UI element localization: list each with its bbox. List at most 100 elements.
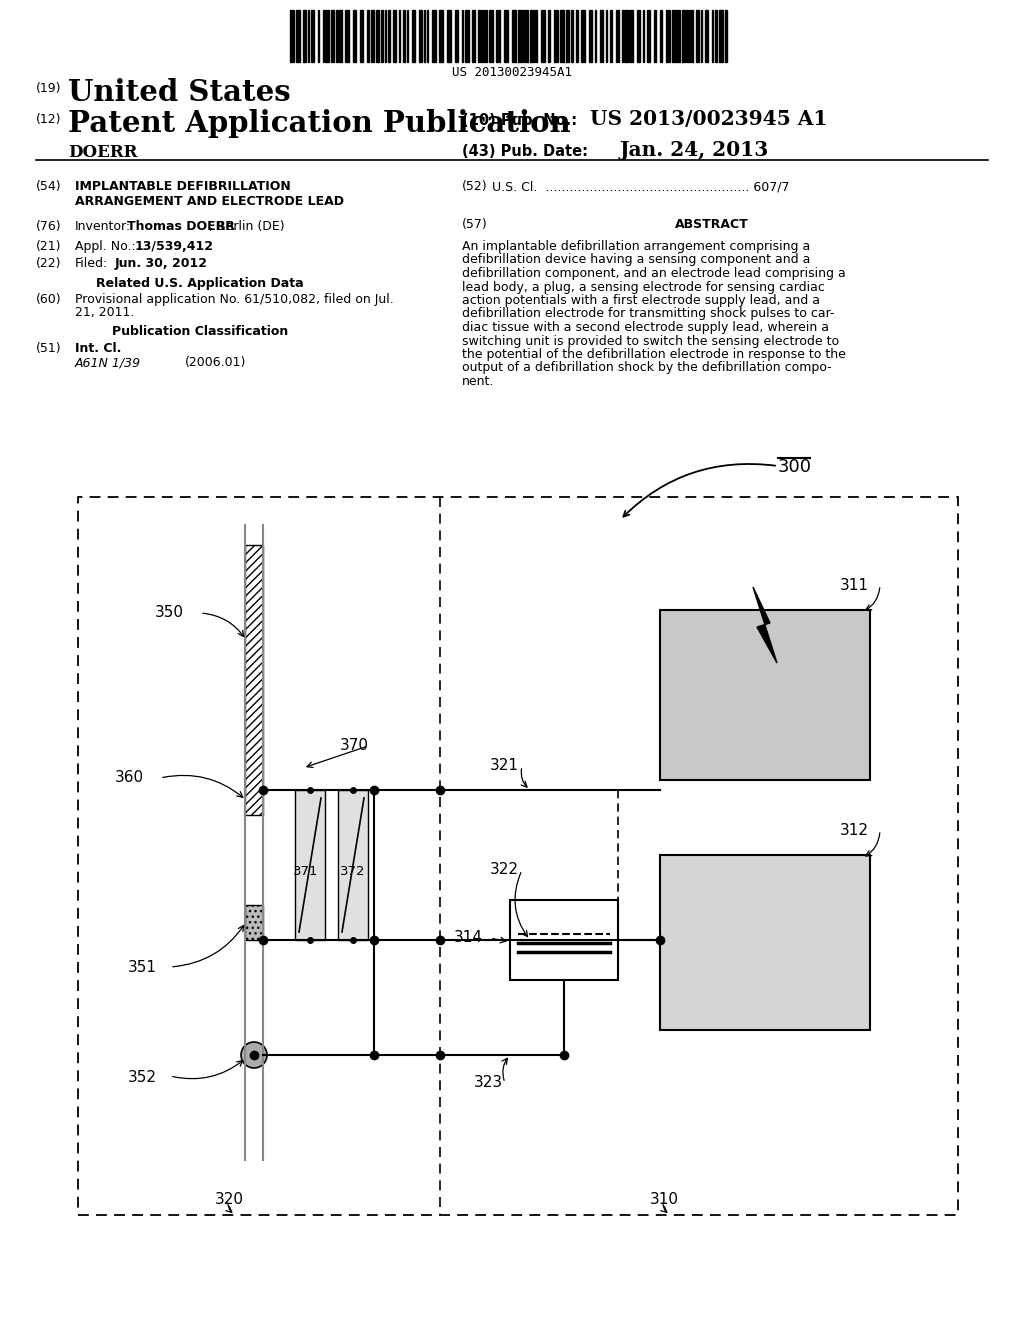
Text: 350: 350 xyxy=(155,605,184,620)
Bar xyxy=(295,789,325,940)
Text: Jan. 24, 2013: Jan. 24, 2013 xyxy=(620,140,769,160)
Bar xyxy=(296,11,300,62)
Text: Appl. No.:: Appl. No.: xyxy=(75,240,136,253)
Text: 322: 322 xyxy=(490,862,519,876)
Text: (51): (51) xyxy=(36,342,61,355)
Bar xyxy=(705,11,708,62)
Text: US 20130023945A1: US 20130023945A1 xyxy=(452,66,572,79)
Text: (54): (54) xyxy=(36,180,61,193)
Bar xyxy=(388,11,390,62)
Bar xyxy=(672,11,675,62)
Text: Filed:: Filed: xyxy=(75,257,109,271)
Bar xyxy=(719,11,723,62)
Bar xyxy=(523,11,525,62)
Text: (22): (22) xyxy=(36,257,61,271)
Text: ABSTRACT: ABSTRACT xyxy=(675,218,749,231)
Bar xyxy=(331,11,334,62)
Bar xyxy=(554,11,558,62)
Bar xyxy=(566,11,569,62)
Bar xyxy=(725,11,727,62)
Text: Int. Cl.: Int. Cl. xyxy=(75,342,122,355)
Bar xyxy=(600,11,603,62)
Bar xyxy=(575,11,578,62)
Text: 314: 314 xyxy=(454,931,483,945)
Text: Inventor:: Inventor: xyxy=(75,220,131,234)
Bar xyxy=(625,11,628,62)
Bar xyxy=(455,11,458,62)
Bar xyxy=(478,11,480,62)
Bar xyxy=(660,610,870,780)
Text: 372: 372 xyxy=(340,865,366,878)
Bar xyxy=(465,11,469,62)
Bar xyxy=(715,11,717,62)
Text: action potentials with a first electrode supply lead, and a: action potentials with a first electrode… xyxy=(462,294,820,308)
Bar xyxy=(647,11,650,62)
Bar xyxy=(371,11,374,62)
Bar xyxy=(481,11,483,62)
Text: DOERR: DOERR xyxy=(68,144,137,161)
Bar xyxy=(560,11,564,62)
Bar xyxy=(381,11,383,62)
Bar xyxy=(676,11,680,62)
Text: (2006.01): (2006.01) xyxy=(185,356,247,370)
Text: 351: 351 xyxy=(128,960,157,975)
Text: switching unit is provided to switch the sensing electrode to: switching unit is provided to switch the… xyxy=(462,334,839,347)
Bar xyxy=(419,11,422,62)
Bar xyxy=(376,11,379,62)
Text: US 2013/0023945 A1: US 2013/0023945 A1 xyxy=(590,110,827,129)
Bar xyxy=(530,11,534,62)
Bar xyxy=(581,11,585,62)
Bar xyxy=(367,11,369,62)
Text: 13/539,412: 13/539,412 xyxy=(135,240,214,253)
Text: ARRANGEMENT AND ELECTRODE LEAD: ARRANGEMENT AND ELECTRODE LEAD xyxy=(75,195,344,209)
Text: 360: 360 xyxy=(115,770,144,785)
Text: (21): (21) xyxy=(36,240,61,253)
Bar xyxy=(504,11,508,62)
Text: 320: 320 xyxy=(215,1192,244,1206)
Bar xyxy=(518,11,522,62)
Bar xyxy=(637,11,640,62)
Text: 310: 310 xyxy=(650,1192,679,1206)
Bar xyxy=(589,11,592,62)
Bar xyxy=(498,11,500,62)
Bar xyxy=(571,11,573,62)
Bar xyxy=(345,11,349,62)
Text: defibrillation device having a sensing component and a: defibrillation device having a sensing c… xyxy=(462,253,810,267)
Text: 371: 371 xyxy=(293,865,318,878)
Bar xyxy=(311,11,314,62)
Text: A61N 1/39: A61N 1/39 xyxy=(75,356,141,370)
Text: 312: 312 xyxy=(840,822,869,838)
Text: the potential of the defibrillation electrode in response to the: the potential of the defibrillation elec… xyxy=(462,348,846,360)
Bar xyxy=(686,11,689,62)
Text: lead body, a plug, a sensing electrode for sensing cardiac: lead body, a plug, a sensing electrode f… xyxy=(462,281,825,293)
Bar xyxy=(610,11,612,62)
Bar xyxy=(412,11,415,62)
Bar xyxy=(541,11,545,62)
Text: Thomas DOERR: Thomas DOERR xyxy=(127,220,234,234)
Text: 323: 323 xyxy=(474,1074,503,1090)
Text: defibrillation electrode for transmitting shock pulses to car-: defibrillation electrode for transmittin… xyxy=(462,308,835,321)
Bar xyxy=(393,11,396,62)
Polygon shape xyxy=(753,587,777,663)
Text: (19): (19) xyxy=(36,82,61,95)
Bar xyxy=(78,498,958,1214)
Bar xyxy=(548,11,550,62)
Text: output of a defibrillation shock by the defibrillation compo-: output of a defibrillation shock by the … xyxy=(462,362,831,375)
Text: 311: 311 xyxy=(840,578,869,593)
Bar xyxy=(245,906,263,940)
Text: An implantable defibrillation arrangement comprising a: An implantable defibrillation arrangemen… xyxy=(462,240,810,253)
Bar xyxy=(336,11,338,62)
Bar xyxy=(360,11,362,62)
Bar xyxy=(696,11,699,62)
Text: (12): (12) xyxy=(36,114,61,125)
Bar xyxy=(472,11,475,62)
Bar xyxy=(403,11,406,62)
Text: 352: 352 xyxy=(128,1071,157,1085)
Bar xyxy=(439,11,443,62)
Text: (10) Pub. No.:: (10) Pub. No.: xyxy=(462,114,578,128)
Bar xyxy=(245,545,263,814)
Bar xyxy=(629,11,633,62)
Text: (76): (76) xyxy=(36,220,61,234)
Text: 370: 370 xyxy=(340,738,369,752)
Text: Provisional application No. 61/510,082, filed on Jul.: Provisional application No. 61/510,082, … xyxy=(75,293,394,306)
